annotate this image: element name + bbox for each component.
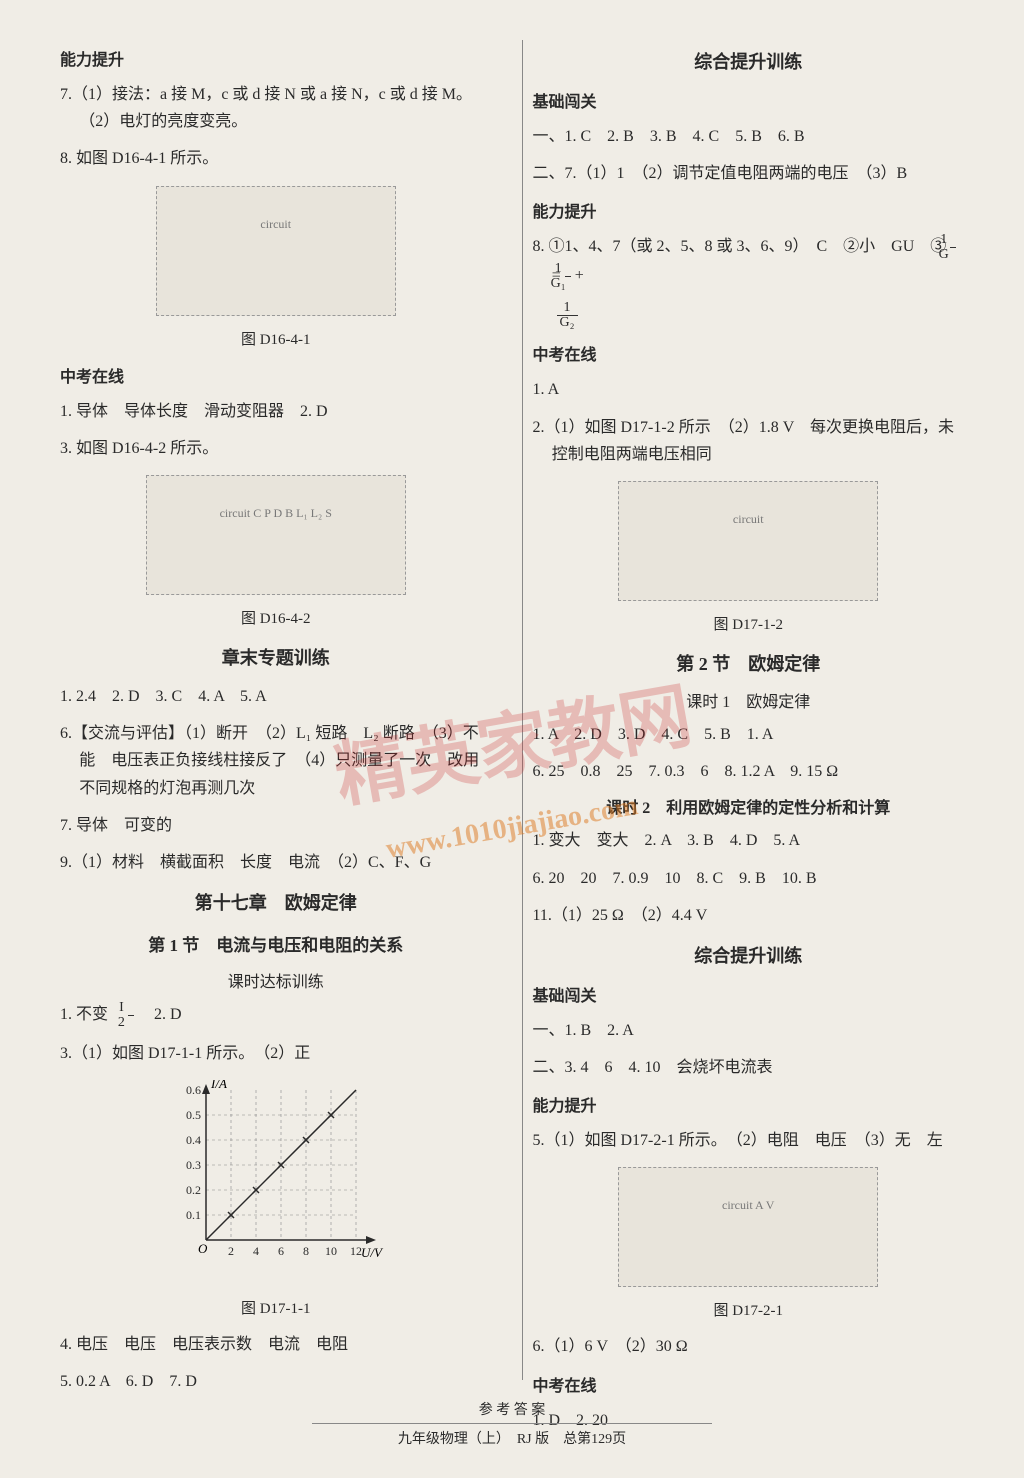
svg-text:0.4: 0.4 xyxy=(186,1133,201,1147)
footer-title: 参 考 答 案 xyxy=(0,1399,1024,1419)
heading-ability: 能力提升 xyxy=(533,198,965,222)
heading-exam: 中考在线 xyxy=(533,1372,965,1396)
answer-item: 1. A 2. D 3. D 4. C 5. B 1. A xyxy=(533,721,965,748)
svg-text:U/V: U/V xyxy=(361,1245,384,1260)
answer-item: 6.（1）6 V （2）30 Ω xyxy=(533,1333,965,1360)
answer-item: 二、7.（1）1 （2）调节定值电阻两端的电压 （3）B xyxy=(533,160,965,187)
figure-caption: 图 D16-4-1 xyxy=(60,328,492,349)
svg-text:0.5: 0.5 xyxy=(186,1108,201,1122)
text: 2. D xyxy=(138,1006,182,1023)
svg-text:6: 6 xyxy=(278,1244,284,1258)
fraction: 1G₁ xyxy=(565,262,571,291)
answer-item: 1. 导体 导体长度 滑动变阻器 2. D xyxy=(60,398,492,425)
heading-chapter-end: 章末专题训练 xyxy=(60,644,492,670)
fraction: 1G xyxy=(950,233,956,262)
text: 8. ①1、4、7（或 2、5、8 或 3、6、9） C ②小 GU ③ xyxy=(533,239,947,256)
page-container: 能力提升 7.（1）接法：a 接 M，c 或 d 接 N 或 a 接 N，c 或… xyxy=(60,40,964,1380)
answer-item: 9.（1）材料 横截面积 长度 电流 （2）C、F、G xyxy=(60,849,492,876)
heading-lesson2: 课时 2 利用欧姆定律的定性分析和计算 xyxy=(533,794,965,818)
answer-item: 一、1. C 2. B 3. B 4. C 5. B 6. B xyxy=(533,123,965,150)
text: + xyxy=(575,268,584,285)
answer-item: 1G₂ xyxy=(533,301,965,330)
figure-d16-4-2: circuit C P D B L₁ L₂ S xyxy=(60,475,492,595)
heading-basic: 基础闯关 xyxy=(533,88,965,112)
right-column: 综合提升训练 基础闯关 一、1. C 2. B 3. B 4. C 5. B 6… xyxy=(522,40,965,1380)
figure-d17-2-1: circuit A V xyxy=(533,1167,965,1287)
svg-text:10: 10 xyxy=(325,1244,337,1258)
answer-item: 6. 25 0.8 25 7. 0.3 6 8. 1.2 A 9. 15 Ω xyxy=(533,758,965,785)
answer-item: 5. 0.2 A 6. D 7. D xyxy=(60,1368,492,1395)
heading-comprehensive: 综合提升训练 xyxy=(533,48,965,74)
answer-item: 3. 如图 D16-4-2 所示。 xyxy=(60,435,492,462)
heading-ability: 能力提升 xyxy=(60,46,492,70)
answer-item: 7.（1）接法：a 接 M，c 或 d 接 N 或 a 接 N，c 或 d 接 … xyxy=(60,81,492,135)
figure-caption: 图 D17-1-1 xyxy=(60,1297,492,1318)
answer-item: 5.（1）如图 D17-2-1 所示。 （2）电阻 电压 （3）无 左 xyxy=(533,1127,965,1154)
answer-item: 8. 如图 D16-4-1 所示。 xyxy=(60,145,492,172)
footer-pageinfo: 九年级物理（上） RJ 版 总第129页 xyxy=(0,1428,1024,1448)
divider xyxy=(312,1423,712,1424)
answer-item: 2.（1）如图 D17-1-2 所示 （2）1.8 V 每次更换电阻后，未控制电… xyxy=(533,414,965,468)
answer-item: 3.（1）如图 D17-1-1 所示。 （2）正 xyxy=(60,1040,492,1067)
svg-text:0.3: 0.3 xyxy=(186,1158,201,1172)
answer-item: 1. 不变 I2 2. D xyxy=(60,1001,492,1030)
heading-section2: 第 2 节 欧姆定律 xyxy=(533,650,965,676)
answer-item: 11.（1）25 Ω （2）4.4 V xyxy=(533,902,965,929)
chart-svg: 0.1 0.2 0.3 0.4 0.5 0.6 2 4 6 8 xyxy=(166,1080,386,1280)
svg-text:I/A: I/A xyxy=(210,1080,227,1091)
heading-lesson1: 课时 1 欧姆定律 xyxy=(533,688,965,712)
figure-d17-1-1: 0.1 0.2 0.3 0.4 0.5 0.6 2 4 6 8 xyxy=(60,1080,492,1285)
figure-caption: 图 D17-1-2 xyxy=(533,613,965,634)
line-chart: 0.1 0.2 0.3 0.4 0.5 0.6 2 4 6 8 xyxy=(166,1080,386,1280)
svg-text:0.1: 0.1 xyxy=(186,1208,201,1222)
answer-item: 1. 变大 变大 2. A 3. B 4. D 5. A xyxy=(533,827,965,854)
circuit-diagram-icon: circuit xyxy=(156,186,396,316)
answer-item: 7. 导体 可变的 xyxy=(60,812,492,839)
heading-section1: 第 1 节 电流与电压和电阻的关系 xyxy=(60,931,492,956)
heading-comprehensive: 综合提升训练 xyxy=(533,942,965,968)
answer-item: 二、3. 4 6 4. 10 会烧坏电流表 xyxy=(533,1054,965,1081)
heading-exam: 中考在线 xyxy=(60,363,492,387)
circuit-diagram-icon: circuit A V xyxy=(618,1167,878,1287)
figure-d17-1-2: circuit xyxy=(533,481,965,601)
answer-item: 1. 2.4 2. D 3. C 4. A 5. A xyxy=(60,683,492,710)
circuit-diagram-icon: circuit xyxy=(618,481,878,601)
fraction: 1G₂ xyxy=(557,301,578,330)
answer-item: 4. 电压 电压 电压表示数 电流 电阻 xyxy=(60,1331,492,1358)
left-column: 能力提升 7.（1）接法：a 接 M，c 或 d 接 N 或 a 接 N，c 或… xyxy=(60,40,502,1380)
answer-item: 1. A xyxy=(533,376,965,403)
answer-item: 8. ①1、4、7（或 2、5、8 或 3、6、9） C ②小 GU ③ 1G … xyxy=(533,233,965,291)
page-footer: 参 考 答 案 九年级物理（上） RJ 版 总第129页 xyxy=(0,1399,1024,1448)
answer-item: 6.【交流与评估】（1）断开 （2）L₁ 短路 L₂ 断路 （3）不能 电压表正… xyxy=(60,720,492,802)
svg-text:0.6: 0.6 xyxy=(186,1083,201,1097)
figure-caption: 图 D16-4-2 xyxy=(60,607,492,628)
heading-chapter17: 第十七章 欧姆定律 xyxy=(60,889,492,915)
heading-practice: 课时达标训练 xyxy=(60,968,492,992)
fraction: I2 xyxy=(128,1001,134,1030)
svg-text:4: 4 xyxy=(253,1244,259,1258)
figure-d16-4-1: circuit xyxy=(60,186,492,316)
svg-text:0.2: 0.2 xyxy=(186,1183,201,1197)
heading-ability: 能力提升 xyxy=(533,1092,965,1116)
circuit-diagram-icon: circuit C P D B L₁ L₂ S xyxy=(146,475,406,595)
heading-exam: 中考在线 xyxy=(533,341,965,365)
figure-caption: 图 D17-2-1 xyxy=(533,1299,965,1320)
svg-text:2: 2 xyxy=(228,1244,234,1258)
svg-text:8: 8 xyxy=(303,1244,309,1258)
heading-basic: 基础闯关 xyxy=(533,982,965,1006)
text: 1. 不变 xyxy=(60,1006,124,1023)
svg-text:O: O xyxy=(198,1241,208,1256)
answer-item: 一、1. B 2. A xyxy=(533,1017,965,1044)
answer-item: 6. 20 20 7. 0.9 10 8. C 9. B 10. B xyxy=(533,865,965,892)
